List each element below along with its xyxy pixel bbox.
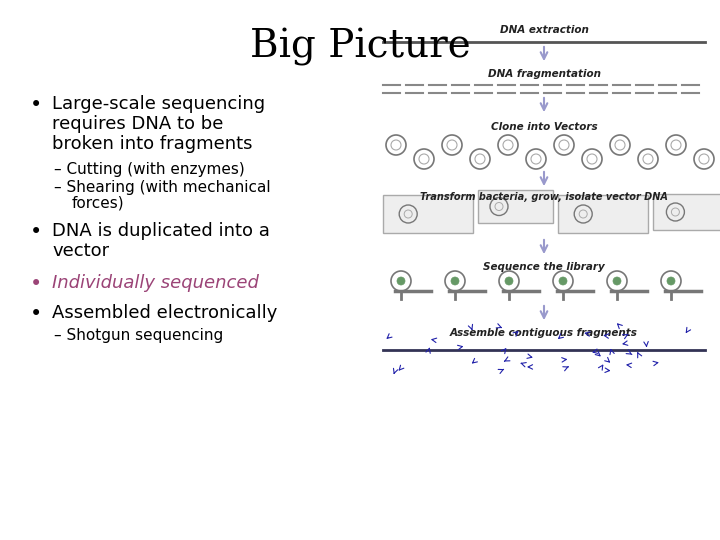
Text: vector: vector (52, 242, 109, 260)
Circle shape (613, 277, 621, 285)
Text: DNA extraction: DNA extraction (500, 25, 588, 35)
FancyBboxPatch shape (653, 194, 720, 230)
Text: DNA is duplicated into a: DNA is duplicated into a (52, 222, 270, 240)
Text: broken into fragments: broken into fragments (52, 135, 253, 153)
Text: Large-scale sequencing: Large-scale sequencing (52, 95, 265, 113)
Circle shape (559, 277, 567, 285)
Circle shape (451, 277, 459, 285)
FancyBboxPatch shape (383, 195, 473, 233)
Text: DNA fragmentation: DNA fragmentation (487, 69, 600, 79)
Text: – Shotgun sequencing: – Shotgun sequencing (54, 328, 223, 343)
Text: requires DNA to be: requires DNA to be (52, 115, 223, 133)
Text: forces): forces) (72, 196, 125, 211)
Text: Assembled electronically: Assembled electronically (52, 304, 277, 322)
Text: Sequence the library: Sequence the library (483, 262, 605, 272)
Text: Assemble contiguous fragments: Assemble contiguous fragments (450, 328, 638, 338)
Circle shape (505, 277, 513, 285)
Circle shape (397, 277, 405, 285)
Text: – Shearing (with mechanical: – Shearing (with mechanical (54, 180, 271, 195)
Text: Big Picture: Big Picture (250, 28, 470, 66)
Text: Transform bacteria, grow, isolate vector DNA: Transform bacteria, grow, isolate vector… (420, 192, 668, 202)
Text: •: • (30, 304, 42, 324)
Text: •: • (30, 274, 42, 294)
FancyBboxPatch shape (478, 190, 553, 223)
FancyBboxPatch shape (558, 195, 648, 233)
Text: Individually sequenced: Individually sequenced (52, 274, 259, 292)
Text: •: • (30, 222, 42, 242)
Text: •: • (30, 95, 42, 115)
Text: Clone into Vectors: Clone into Vectors (491, 122, 598, 132)
Circle shape (667, 277, 675, 285)
Text: – Cutting (with enzymes): – Cutting (with enzymes) (54, 162, 245, 177)
